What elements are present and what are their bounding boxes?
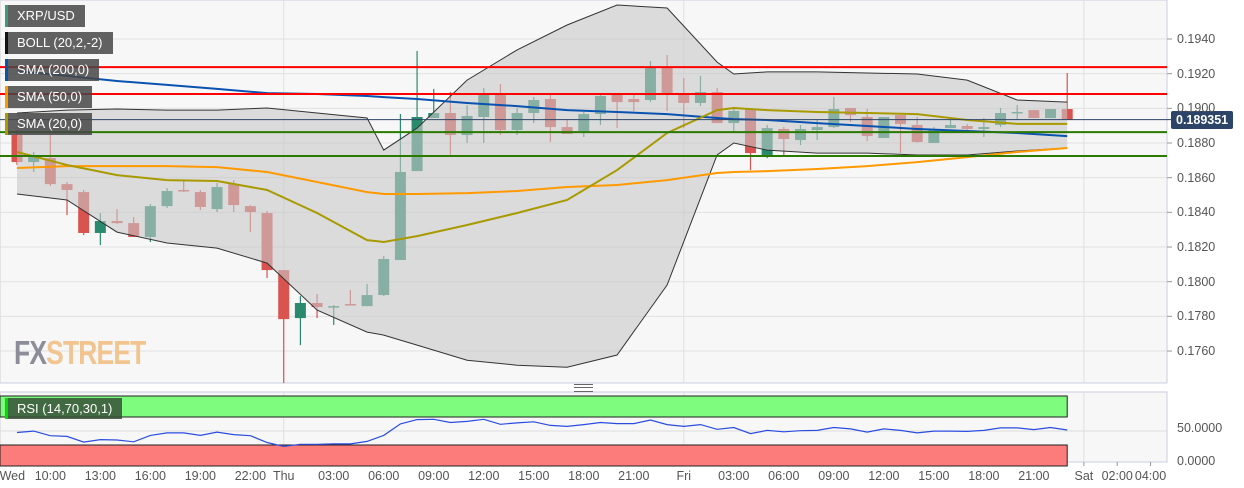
x-axis-label: 16:00 bbox=[134, 469, 166, 483]
sma20-line bbox=[16, 106, 1068, 244]
legend-bollinger[interactable]: BOLL (20,2,-2) bbox=[5, 32, 113, 54]
legend-color-swatch bbox=[5, 86, 8, 108]
x-axis-label: 22:00 bbox=[234, 469, 267, 483]
x-axis-label: 15:00 bbox=[518, 469, 550, 483]
y-axis-label: 0.1920 bbox=[1177, 66, 1216, 81]
x-axis-label: 10:00 bbox=[34, 469, 66, 483]
y-axis-label: 0.1780 bbox=[1177, 309, 1216, 324]
legend-symbol[interactable]: XRP/USD bbox=[5, 5, 85, 27]
candlestick bbox=[1061, 72, 1073, 120]
x-axis-label: 06:00 bbox=[768, 469, 800, 483]
x-axis-label: 19:00 bbox=[184, 469, 216, 483]
rsi-oversold-zone bbox=[0, 444, 1068, 467]
y-axis-label: 0.1800 bbox=[1177, 274, 1216, 289]
legend-color-swatch bbox=[5, 398, 8, 419]
x-axis-label: Thu bbox=[272, 469, 295, 483]
x-axis-label: 18:00 bbox=[568, 469, 600, 483]
fxstreet-logo: FXSTREET bbox=[14, 334, 146, 371]
rsi-axis-label: 0.0000 bbox=[1177, 454, 1216, 468]
candlestick bbox=[278, 270, 290, 384]
legend-color-swatch bbox=[5, 5, 8, 27]
x-axis-label: 18:00 bbox=[968, 469, 1000, 483]
rsi-line bbox=[16, 418, 1068, 448]
bollinger-lower-line bbox=[16, 142, 1068, 368]
x-axis-label: 12:00 bbox=[468, 469, 500, 483]
x-axis-label: 02:00 bbox=[1101, 469, 1133, 483]
x-axis-label: Wed bbox=[0, 469, 26, 483]
candle-body bbox=[278, 270, 290, 320]
candlestick bbox=[294, 296, 306, 346]
x-axis-label: Sat bbox=[1074, 469, 1094, 483]
candle-body bbox=[78, 192, 90, 233]
legend-rsi[interactable]: RSI (14,70,30,1) bbox=[5, 398, 123, 419]
y-axis-label: 0.1860 bbox=[1177, 170, 1216, 185]
rsi-axis-label: 50.0000 bbox=[1177, 421, 1223, 435]
candle-body bbox=[294, 303, 306, 319]
candle-body bbox=[1061, 109, 1073, 120]
y-axis-label: 0.1880 bbox=[1177, 136, 1216, 150]
legend-sma200[interactable]: SMA (200,0) bbox=[5, 59, 100, 81]
rsi-overbought-zone bbox=[0, 395, 1068, 418]
x-axis-label: 12:00 bbox=[868, 469, 900, 483]
legend-color-swatch bbox=[5, 32, 8, 54]
y-axis-label: 0.1840 bbox=[1177, 205, 1216, 220]
x-axis-label: 04:00 bbox=[1134, 469, 1167, 483]
y-axis-label: 0.1940 bbox=[1177, 32, 1216, 46]
x-axis-label: 09:00 bbox=[418, 469, 450, 483]
x-axis-label: 03:00 bbox=[718, 469, 750, 483]
x-axis-label: 13:00 bbox=[84, 469, 116, 483]
legend-color-swatch bbox=[5, 59, 8, 81]
bollinger-band-fill bbox=[17, 5, 1068, 368]
current-price-label: 0.189351 bbox=[1171, 111, 1234, 129]
bollinger-upper-line bbox=[16, 4, 1068, 151]
legend-color-swatch bbox=[5, 113, 8, 135]
sma200-line bbox=[16, 70, 1068, 138]
x-axis-label: 03:00 bbox=[318, 469, 350, 483]
x-axis-label: Fri bbox=[676, 469, 692, 483]
candle-body bbox=[94, 221, 106, 233]
x-axis-label: 09:00 bbox=[818, 469, 850, 483]
y-axis-label: 0.1820 bbox=[1177, 240, 1216, 255]
sma50-line bbox=[16, 147, 1068, 195]
y-axis-label: 0.1760 bbox=[1177, 344, 1216, 359]
legend-sma20[interactable]: SMA (20,0) bbox=[5, 113, 93, 135]
x-axis-label: 15:00 bbox=[918, 469, 950, 483]
x-axis-label: 21:00 bbox=[618, 469, 650, 483]
panel-resize-handle[interactable] bbox=[574, 384, 593, 392]
legend-sma50[interactable]: SMA (50,0) bbox=[5, 86, 93, 108]
y-axis-label: 0.1900 bbox=[1177, 101, 1216, 116]
x-axis-label: 21:00 bbox=[1018, 469, 1050, 483]
x-axis-label: 06:00 bbox=[368, 469, 400, 483]
